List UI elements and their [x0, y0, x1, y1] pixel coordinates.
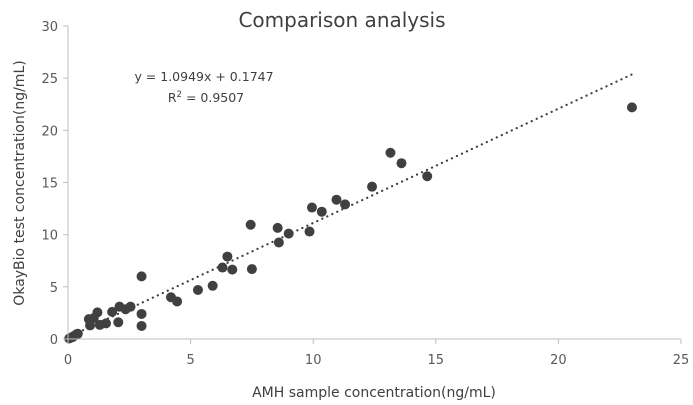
y-axis-ticks: 0 5 10 15 20 25 30 [41, 20, 68, 348]
data-point [245, 219, 256, 230]
r-squared-prefix: R [168, 90, 177, 105]
data-point [227, 264, 238, 275]
data-point [316, 206, 327, 217]
data-point [626, 102, 637, 113]
data-point [113, 317, 124, 328]
y-tick-label: 10 [41, 229, 58, 244]
x-tick-label: 25 [673, 353, 690, 368]
r-squared-label: R2 = 0.9507 [168, 90, 244, 105]
y-tick-label: 0 [50, 333, 58, 348]
data-point [207, 280, 218, 291]
x-tick-label: 10 [305, 353, 322, 368]
data-point [67, 331, 78, 342]
data-point [217, 262, 228, 273]
data-point [396, 158, 407, 169]
y-tick-label: 20 [41, 124, 58, 139]
data-point [422, 171, 433, 182]
data-point [272, 222, 283, 233]
y-tick-label: 30 [41, 20, 58, 35]
x-tick-label: 15 [428, 353, 445, 368]
data-point [304, 226, 315, 237]
data-points [64, 102, 637, 344]
data-point [107, 306, 118, 317]
trendline-equation: y = 1.0949x + 0.1747 [134, 69, 273, 84]
x-axis-title: AMH sample concentration(ng/mL) [252, 385, 496, 401]
data-point [306, 202, 317, 213]
y-tick-label: 25 [41, 72, 58, 87]
data-point [331, 194, 342, 205]
data-point [385, 147, 396, 158]
x-tick-label: 0 [64, 353, 72, 368]
y-tick-label: 5 [50, 281, 58, 296]
x-tick-label: 20 [550, 353, 567, 368]
data-point [125, 301, 136, 312]
trendline-layer [66, 73, 634, 339]
x-axis-ticks: 0 5 10 15 20 25 [64, 339, 689, 368]
trendline [66, 73, 634, 339]
data-point [136, 320, 147, 331]
r-squared-value: = 0.9507 [182, 90, 244, 105]
data-point [222, 251, 233, 262]
r-squared-superscript: 2 [177, 90, 182, 100]
data-point [136, 308, 147, 319]
y-tick-label: 15 [41, 177, 58, 192]
data-point [92, 307, 103, 318]
x-tick-label: 5 [186, 353, 194, 368]
data-point [246, 264, 257, 275]
data-point [283, 228, 294, 239]
data-point [273, 237, 284, 248]
data-point [340, 199, 351, 210]
data-point [192, 284, 203, 295]
data-point [172, 296, 183, 307]
data-point [101, 318, 112, 329]
data-point [136, 271, 147, 282]
y-axis-title: OkayBio test concentration(ng/mL) [12, 60, 28, 305]
data-point [367, 181, 378, 192]
chart-title: Comparison analysis [238, 8, 445, 32]
